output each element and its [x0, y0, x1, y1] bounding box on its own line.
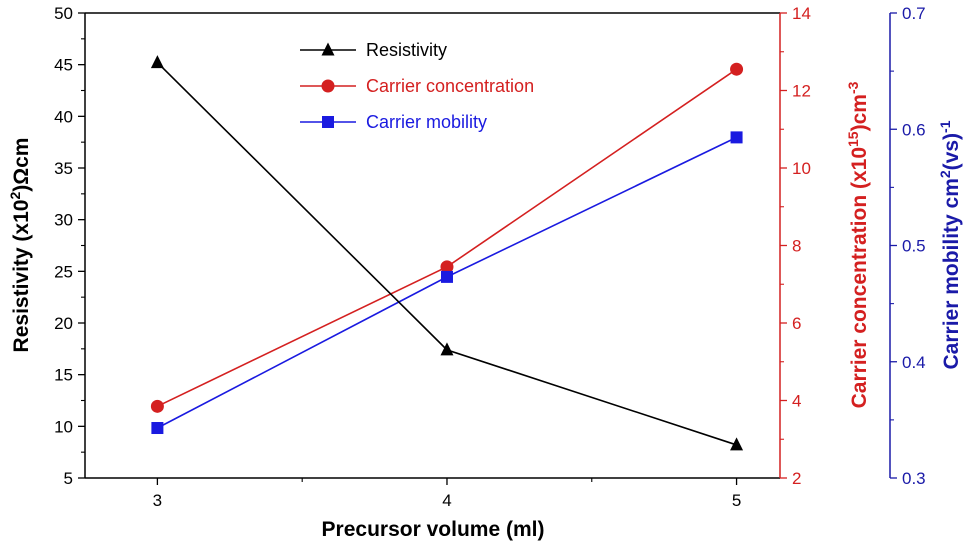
cm-title-main: Carrier mobility cm: [940, 178, 963, 369]
left-axis-tick-label: 50: [54, 4, 73, 23]
carrier-concentration-axis-tick-label: 4: [792, 392, 801, 411]
x-axis-tick-label: 4: [442, 491, 451, 510]
legend-carrier-concentration-label: Carrier concentration: [366, 76, 534, 96]
series-layer: [150, 55, 744, 451]
resistivity-point: [440, 342, 454, 356]
x-axis-tick-label: 3: [153, 491, 162, 510]
carrier-concentration-axis-tick-label: 8: [792, 237, 801, 256]
cc-title-sup2: -3: [845, 81, 861, 94]
cm-title-sup: 2: [937, 170, 953, 178]
cc-title-tail: )cm: [848, 94, 871, 131]
carrier-concentration-point: [150, 399, 164, 413]
carrier-mobility-axis: 0.3 0.4 0.5 0.6 0.7: [890, 4, 926, 488]
left-axis-tick-label: 10: [54, 417, 73, 436]
left-axis-title-sup: 2: [7, 192, 23, 200]
carrier-mobility-axis-tick-label: 0.5: [902, 237, 926, 256]
left-axis-title-tail: )Ωcm: [10, 138, 33, 192]
resistivity-point: [150, 55, 164, 69]
carrier-concentration-axis-tick-label: 6: [792, 314, 801, 333]
carrier-concentration-point: [730, 62, 744, 76]
cc-title-main: Carrier concentration (x10: [848, 147, 871, 408]
legend: Resistivity Carrier concentration Carrier …: [300, 40, 534, 132]
cm-title-sup2: -1: [937, 120, 953, 133]
x-axis: 3 4 5: [153, 478, 741, 510]
carrier-concentration-axis-title: Carrier concentration (x1015)cm-3: [845, 81, 871, 408]
left-axis-tick-label: 25: [54, 262, 73, 281]
legend-resistivity-marker: [321, 42, 335, 56]
left-y-axis: 5 10 15 20 25 30 35 40 45 50: [54, 4, 85, 488]
legend-carrier-concentration-marker: [321, 79, 335, 93]
resistivity-point: [730, 437, 744, 451]
carrier-concentration-axis-tick-label: 12: [792, 82, 811, 101]
left-axis-tick-label: 5: [64, 469, 73, 488]
carrier-mobility-axis-title: Carrier mobility cm2(vs)-1: [937, 120, 963, 369]
carrier-concentration-axis-tick-label: 14: [792, 4, 811, 23]
cm-title-tail: (vs): [940, 133, 963, 170]
carrier-mobility-point: [151, 422, 164, 435]
carrier-concentration-axis: 2 4 6 8 10 12 14: [780, 4, 811, 488]
left-axis-title: Resistivity (x102)Ωcm: [7, 138, 33, 353]
legend-carrier-mobility-marker: [322, 116, 334, 128]
carrier-concentration-axis-tick-label: 10: [792, 159, 811, 178]
left-axis-title-main: Resistivity (x10: [10, 200, 33, 353]
legend-carrier-mobility-label: Carrier mobility: [366, 112, 487, 132]
left-axis-tick-label: 15: [54, 366, 73, 385]
x-axis-tick-label: 5: [732, 491, 741, 510]
carrier-mobility-axis-tick-label: 0.7: [902, 4, 926, 23]
carrier-mobility-axis-tick-label: 0.3: [902, 469, 926, 488]
carrier-concentration-point: [440, 260, 454, 274]
left-axis-tick-label: 30: [54, 211, 73, 230]
carrier-mobility-axis-tick-label: 0.4: [902, 353, 926, 372]
left-axis-tick-label: 20: [54, 314, 73, 333]
carrier-concentration-axis-tick-label: 2: [792, 469, 801, 488]
left-axis-tick-label: 45: [54, 56, 73, 75]
legend-resistivity-label: Resistivity: [366, 40, 447, 60]
left-axis-tick-label: 40: [54, 107, 73, 126]
carrier-mobility-point: [730, 131, 743, 144]
carrier-mobility-point: [440, 270, 453, 283]
cc-title-sup: 15: [845, 131, 861, 147]
x-axis-title: Precursor volume (ml): [322, 518, 545, 541]
left-axis-tick-label: 35: [54, 159, 73, 178]
carrier-mobility-axis-tick-label: 0.6: [902, 120, 926, 139]
